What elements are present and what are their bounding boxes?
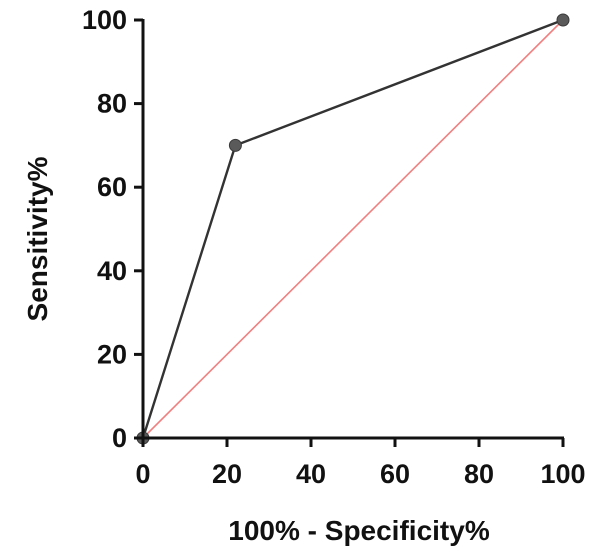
roc-data-point [228, 138, 242, 152]
x-axis-title: 100% - Specificity% [228, 515, 490, 546]
roc-data-point [556, 13, 570, 27]
axes [134, 19, 564, 447]
x-axis-ticks: 0 20 40 60 80 100 [135, 438, 586, 489]
y-axis-title: Sensitivity% [22, 156, 53, 321]
x-tick-label: 60 [380, 459, 410, 489]
y-tick-label: 20 [97, 339, 127, 369]
x-tick-label: 100 [540, 459, 585, 489]
y-tick-label: 40 [97, 256, 127, 286]
y-tick-label: 80 [97, 89, 127, 119]
y-tick-label: 60 [97, 172, 127, 202]
y-axis-ticks: 0 20 40 60 80 100 [82, 5, 143, 453]
y-tick-label: 100 [82, 5, 127, 35]
x-tick-label: 40 [296, 459, 326, 489]
x-tick-label: 80 [464, 459, 494, 489]
plot-area [136, 13, 570, 445]
y-tick-label: 0 [112, 423, 127, 453]
x-tick-label: 20 [212, 459, 242, 489]
reference-diagonal-line [142, 19, 564, 439]
x-tick-label: 0 [135, 459, 150, 489]
